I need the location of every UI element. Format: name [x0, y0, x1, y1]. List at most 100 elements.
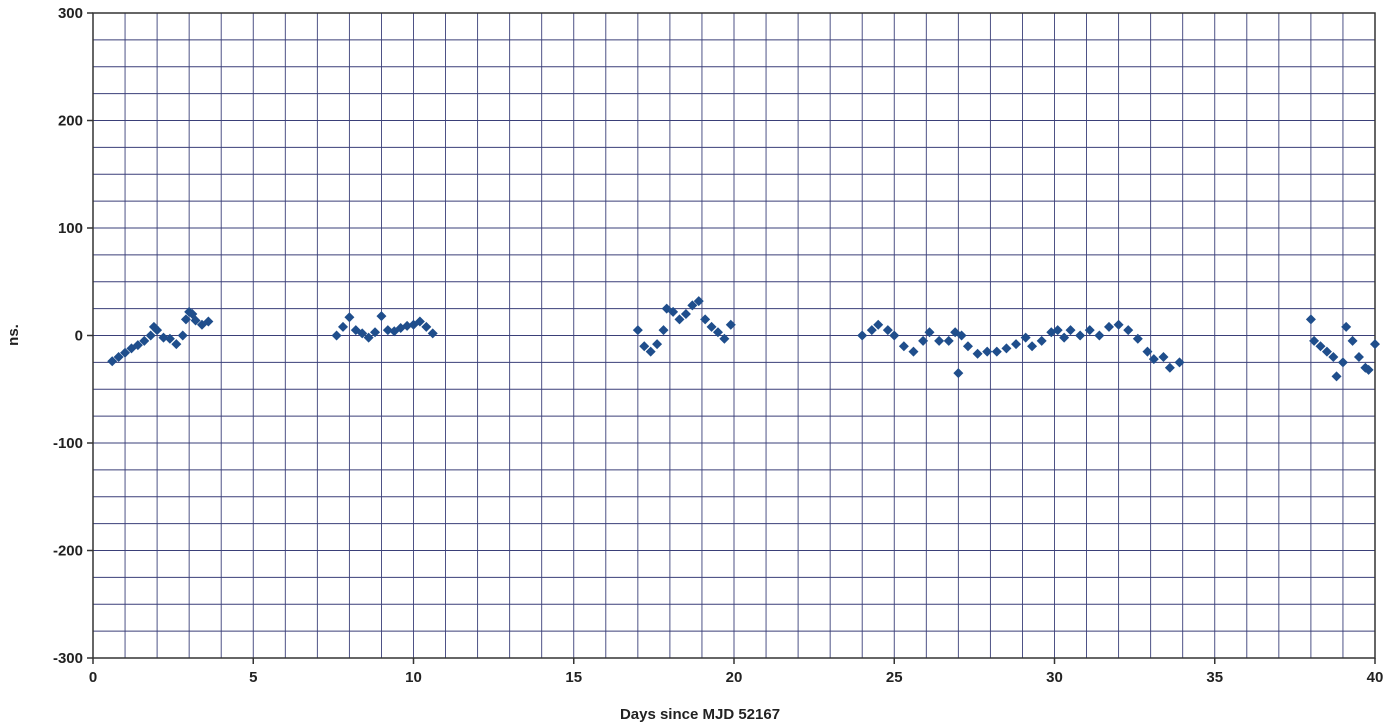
data-point — [132, 340, 143, 351]
data-point — [1347, 335, 1358, 346]
data-point — [177, 330, 188, 341]
data-point — [898, 341, 909, 352]
data-point — [866, 325, 877, 336]
data-point — [1305, 314, 1316, 325]
data-point — [1123, 325, 1134, 336]
data-point — [1059, 332, 1070, 343]
data-point — [382, 325, 393, 336]
data-point — [1341, 321, 1352, 332]
x-tick-label: 25 — [886, 669, 903, 686]
data-point — [414, 316, 425, 327]
data-point — [113, 352, 124, 362]
data-point — [1158, 352, 1169, 362]
x-tick-label: 10 — [405, 669, 422, 686]
data-point — [680, 309, 691, 319]
data-point — [652, 339, 663, 350]
y-tick-label: 200 — [58, 113, 83, 130]
data-point — [1363, 364, 1374, 375]
data-point — [1084, 325, 1095, 336]
x-tick-label: 15 — [565, 669, 582, 686]
data-point — [402, 320, 413, 331]
data-point — [1148, 354, 1159, 365]
data-point — [889, 330, 900, 341]
data-point — [190, 315, 201, 326]
x-tick-label: 5 — [249, 669, 257, 686]
data-point — [1001, 343, 1012, 354]
y-tick-label: 100 — [58, 220, 83, 237]
data-point — [632, 325, 643, 336]
data-point — [1315, 341, 1326, 352]
data-point — [668, 306, 679, 317]
data-point — [1321, 346, 1332, 357]
y-tick-label: -200 — [53, 543, 83, 560]
data-point — [700, 314, 711, 325]
data-point — [719, 333, 730, 344]
data-point — [357, 328, 368, 339]
data-point — [908, 346, 919, 357]
y-tick-label: 0 — [75, 328, 83, 345]
data-point — [139, 335, 150, 346]
x-tick-label: 0 — [89, 669, 97, 686]
x-tick-label: 35 — [1206, 669, 1223, 686]
data-point — [1309, 335, 1320, 346]
data-point — [1027, 341, 1038, 352]
data-point — [180, 314, 191, 325]
data-point — [725, 319, 736, 330]
data-point — [1328, 352, 1339, 362]
x-tick-label: 30 — [1046, 669, 1063, 686]
data-point — [427, 328, 438, 339]
data-point — [331, 330, 342, 341]
y-tick-label: 300 — [58, 5, 83, 22]
data-point — [1113, 319, 1124, 330]
data-point — [972, 348, 983, 359]
data-point — [421, 321, 432, 332]
data-point — [712, 327, 723, 338]
y-tick-label: -300 — [53, 650, 83, 667]
data-point — [120, 347, 131, 358]
data-point — [1164, 362, 1175, 373]
data-point — [203, 316, 214, 327]
data-point — [918, 335, 929, 346]
data-point — [1065, 325, 1076, 336]
data-point — [857, 330, 868, 341]
data-point — [1370, 339, 1380, 350]
data-point — [991, 346, 1002, 357]
x-tick-label: 20 — [726, 669, 743, 686]
data-point — [164, 333, 175, 344]
data-point — [658, 325, 669, 336]
data-point — [1132, 333, 1143, 344]
data-point — [962, 341, 973, 352]
data-point — [693, 296, 704, 307]
data-point — [1020, 332, 1031, 343]
data-point — [152, 325, 163, 336]
x-tick-label: 40 — [1367, 669, 1384, 686]
data-point — [1011, 339, 1022, 350]
data-point — [1052, 325, 1063, 336]
data-point — [158, 332, 169, 343]
data-point — [943, 335, 954, 346]
data-point — [953, 368, 964, 379]
data-point — [1337, 357, 1348, 368]
x-axis-label: Days since MJD 52167 — [620, 706, 780, 723]
data-point — [376, 311, 387, 322]
data-point — [1075, 330, 1086, 341]
y-tick-label: -100 — [53, 435, 83, 452]
data-point — [1353, 352, 1364, 362]
data-point — [1174, 357, 1185, 368]
data-point — [674, 314, 685, 325]
data-point — [956, 330, 967, 341]
data-point — [687, 300, 698, 311]
data-point — [924, 327, 935, 338]
data-point — [706, 321, 717, 332]
data-point — [1142, 346, 1153, 357]
data-point — [171, 339, 182, 350]
data-point — [982, 346, 993, 357]
y-axis-label: ns. — [5, 324, 22, 346]
data-point — [1094, 330, 1105, 341]
data-point — [337, 321, 348, 332]
data-point — [344, 312, 355, 323]
data-point — [107, 356, 118, 367]
data-point — [1103, 321, 1114, 332]
